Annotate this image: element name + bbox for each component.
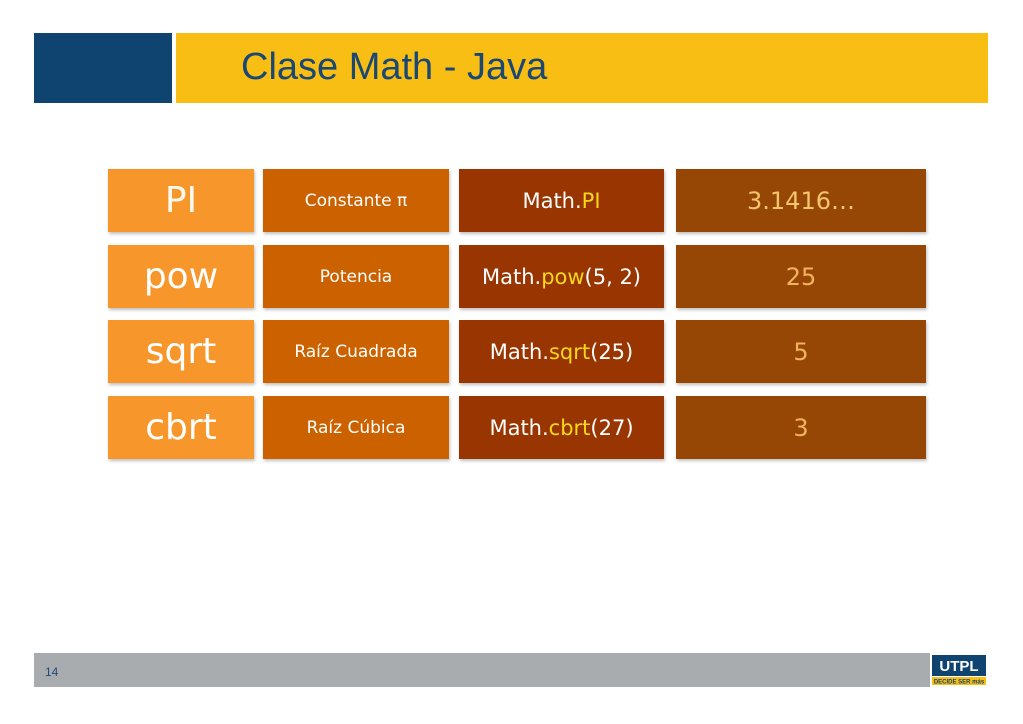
call-args: (25) — [590, 339, 634, 364]
description-pow: Potencia — [263, 245, 449, 308]
call-method: PI — [581, 188, 601, 213]
header-blue-block — [34, 33, 172, 103]
call-method: pow — [541, 264, 585, 289]
description-cbrt: Raíz Cúbica — [263, 396, 449, 459]
description-sqrt: Raíz Cuadrada — [263, 320, 449, 383]
slide-title: Clase Math - Java — [241, 46, 548, 88]
call-cbrt: Math. cbrt (27) — [459, 396, 664, 459]
call-prefix: Math. — [481, 264, 542, 289]
header-bar — [176, 33, 988, 103]
result-pow: 25 — [676, 245, 926, 308]
method-name-cbrt: cbrt — [108, 396, 254, 459]
call-sqrt: Math. sqrt (25) — [459, 320, 664, 383]
call-args: (5, 2) — [584, 264, 642, 289]
method-name-sqrt: sqrt — [108, 320, 254, 383]
call-prefix: Math. — [489, 339, 549, 364]
utpl-logo: UTPL DECIDE SER más — [930, 653, 988, 687]
result-cbrt: 3 — [676, 396, 926, 459]
result-pi: 3.1416… — [676, 169, 926, 232]
result-sqrt: 5 — [676, 320, 926, 383]
call-prefix: Math. — [522, 188, 582, 213]
method-name-pow: pow — [108, 245, 254, 308]
call-pi: Math. PI — [459, 169, 664, 232]
page-number: 14 — [45, 665, 59, 679]
call-args: (27) — [590, 415, 634, 440]
method-name-pi: PI — [108, 169, 254, 232]
call-method: cbrt — [548, 415, 591, 440]
svg-text:UTPL: UTPL — [939, 658, 978, 675]
call-pow: Math. pow (5, 2) — [459, 245, 664, 308]
call-method: sqrt — [548, 339, 591, 364]
description-pi: Constante π — [263, 169, 449, 232]
svg-text:DECIDE SER más: DECIDE SER más — [934, 680, 985, 686]
call-prefix: Math. — [489, 415, 549, 440]
footer-bar — [34, 653, 988, 687]
